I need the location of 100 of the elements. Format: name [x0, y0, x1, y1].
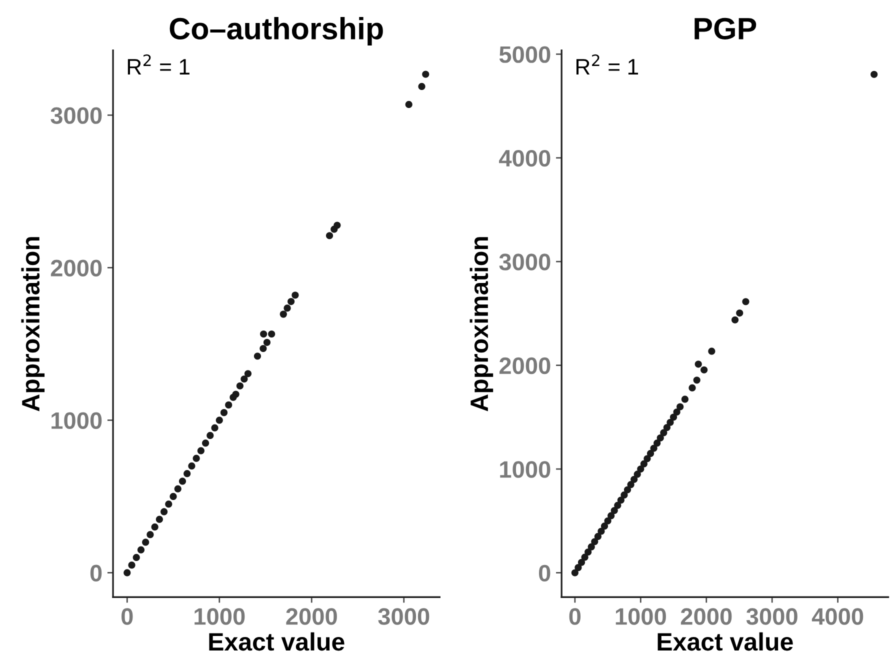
y-tick-label: 5000: [499, 46, 550, 63]
point: [160, 508, 168, 516]
point: [326, 232, 334, 240]
point: [192, 454, 200, 462]
point: [656, 434, 664, 442]
point: [676, 403, 684, 410]
point: [670, 414, 678, 421]
point: [584, 548, 592, 556]
point: [588, 543, 595, 550]
point: [188, 462, 196, 470]
point: [617, 496, 624, 504]
point: [608, 512, 615, 520]
x-tick-label: 3000: [746, 608, 798, 625]
y-tick-label: 2000: [499, 357, 550, 374]
point: [591, 538, 598, 546]
point: [268, 330, 276, 338]
y-tick-label: 3000: [499, 254, 550, 270]
point: [292, 292, 299, 299]
point: [124, 569, 131, 576]
point: [594, 532, 602, 540]
point: [624, 486, 632, 494]
point: [206, 432, 214, 439]
y-tick-label: 1000: [52, 412, 102, 429]
x-axis-title: Exact value: [209, 632, 344, 651]
point: [571, 569, 578, 576]
point: [604, 517, 612, 524]
point: [211, 424, 218, 432]
point: [334, 222, 341, 229]
point: [128, 562, 136, 569]
point: [142, 538, 150, 546]
point: [263, 338, 271, 346]
point: [708, 348, 716, 355]
point: [137, 546, 145, 554]
point: [742, 298, 750, 306]
point: [731, 316, 739, 324]
point: [598, 528, 605, 535]
point: [146, 531, 154, 538]
point: [736, 309, 744, 317]
point: [610, 506, 618, 514]
y-tick-label: 4000: [499, 150, 550, 167]
point: [151, 523, 158, 530]
point: [644, 455, 651, 462]
point: [197, 447, 204, 454]
point: [654, 440, 661, 447]
annotation: R$^{2}$ = 1: [576, 54, 638, 74]
y-tick-label: 3000: [50, 107, 102, 124]
point: [288, 298, 295, 306]
point: [870, 70, 878, 78]
point: [688, 384, 696, 392]
x-tick-label: 2000: [680, 608, 732, 625]
point: [660, 429, 668, 436]
chart-title: Co–authorship: [170, 17, 383, 46]
point: [637, 465, 644, 473]
point: [620, 491, 628, 498]
point: [650, 444, 658, 452]
point: [418, 82, 426, 90]
x-tick-label: 0: [569, 608, 581, 625]
point: [260, 344, 267, 352]
y-axis-title: Approximation: [21, 237, 45, 412]
point: [236, 382, 244, 390]
point: [225, 401, 232, 408]
point: [614, 502, 622, 509]
y-tick-label: 0: [538, 564, 550, 582]
point: [422, 70, 430, 78]
point: [170, 492, 177, 500]
point: [681, 396, 688, 403]
point: [254, 352, 262, 360]
y-axis-title: Approximation: [470, 237, 494, 412]
point: [284, 304, 291, 312]
point: [694, 360, 702, 368]
point: [232, 390, 240, 398]
x-tick-label: 3000: [378, 608, 430, 625]
point: [165, 500, 172, 508]
x-tick-label: 1000: [616, 608, 666, 625]
point: [574, 564, 582, 572]
chart-title: PGP: [694, 18, 756, 40]
x-tick-label: 4000: [812, 608, 864, 625]
point: [260, 330, 268, 338]
point: [216, 416, 223, 424]
point: [640, 460, 648, 468]
point: [244, 370, 252, 378]
point: [280, 310, 287, 318]
point: [174, 485, 182, 492]
point: [693, 376, 700, 384]
point: [634, 470, 641, 478]
y-tick-label: 1000: [500, 461, 550, 478]
point: [700, 366, 708, 374]
x-tick-label: 0: [122, 608, 133, 625]
point: [646, 450, 654, 458]
point: [405, 100, 412, 108]
point: [630, 476, 638, 483]
point: [666, 418, 674, 426]
point: [627, 481, 634, 488]
point: [156, 516, 163, 523]
y-tick-label: 2000: [50, 260, 102, 276]
point: [578, 558, 586, 566]
point: [178, 478, 186, 485]
point: [240, 375, 248, 383]
annotation: R$^{2}$ = 1: [128, 54, 190, 74]
x-tick-label: 2000: [286, 608, 337, 625]
